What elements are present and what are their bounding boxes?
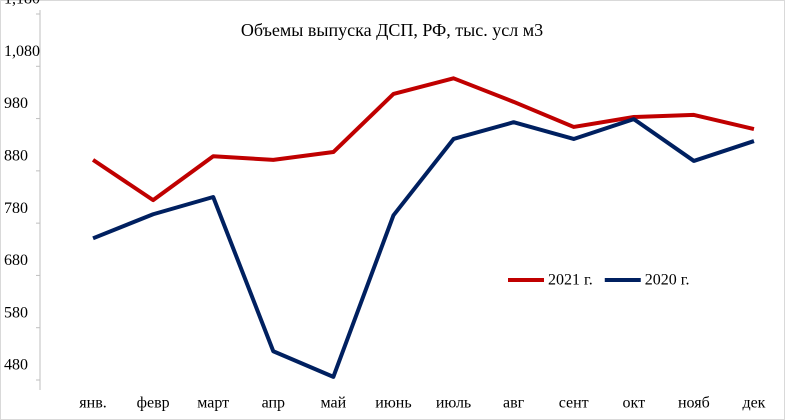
chart-title: Объемы выпуска ДСП, РФ, тыс. усл м3 bbox=[241, 20, 543, 40]
x-tick-label: окт bbox=[623, 395, 646, 412]
legend-label: 2021 г. bbox=[548, 272, 593, 289]
x-tick-label: авг bbox=[503, 395, 525, 412]
series-line bbox=[92, 117, 755, 379]
x-tick-label: март bbox=[197, 395, 229, 412]
series-line bbox=[91, 76, 755, 203]
y-tick-label: 980 bbox=[4, 95, 28, 112]
y-tick-label: 1,080 bbox=[4, 43, 40, 60]
y-tick-label: 1,180 bbox=[4, 0, 40, 8]
x-tick-label: июнь bbox=[375, 395, 411, 412]
x-tick-label: май bbox=[321, 395, 347, 412]
x-tick-label: нояб bbox=[678, 395, 710, 412]
x-tick-label: янв. bbox=[79, 395, 106, 412]
x-tick-label: июль bbox=[436, 395, 471, 412]
y-tick-label: 680 bbox=[4, 252, 28, 269]
x-tick-label: февр bbox=[137, 395, 170, 412]
y-tick-label: 580 bbox=[4, 304, 28, 321]
x-tick-label: апр bbox=[262, 395, 285, 412]
x-tick-label: дек bbox=[742, 395, 765, 412]
legend-label: 2020 г. bbox=[645, 272, 690, 289]
y-tick-label: 880 bbox=[4, 148, 28, 165]
y-tick-label: 480 bbox=[4, 357, 28, 374]
x-tick-label: сент bbox=[559, 395, 589, 412]
y-tick-label: 780 bbox=[4, 200, 28, 217]
